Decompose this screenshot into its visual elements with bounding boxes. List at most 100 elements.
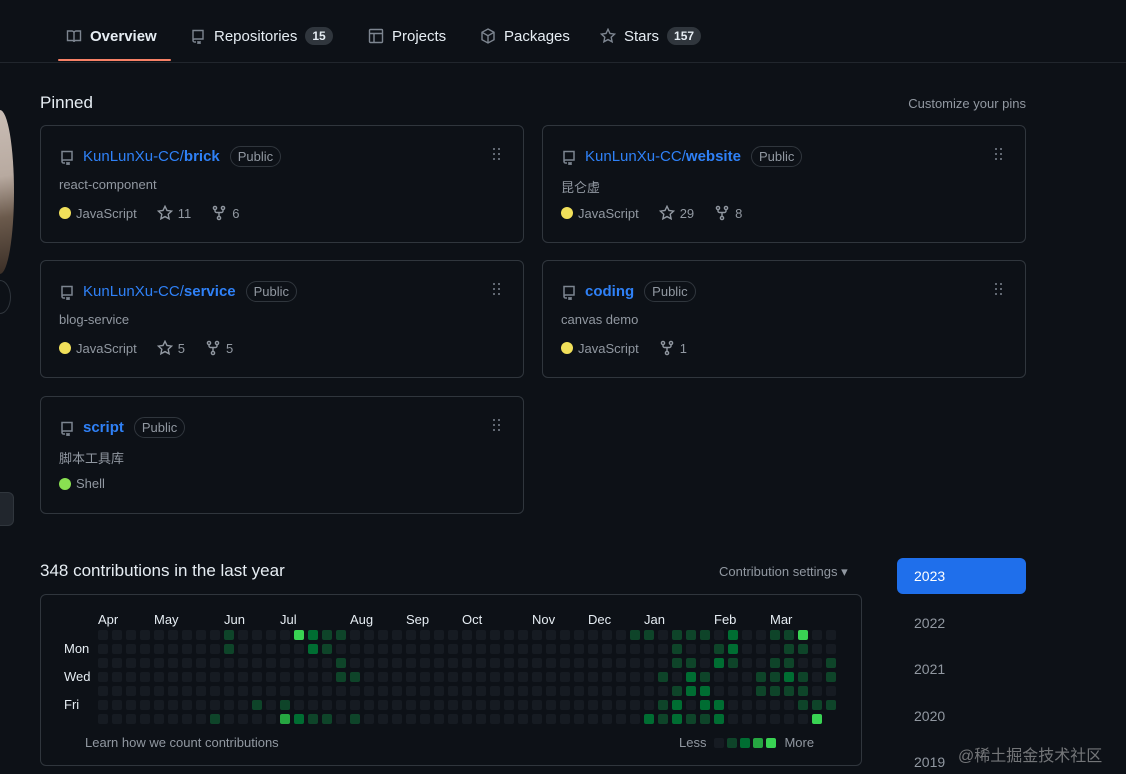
contribution-day-cell[interactable] bbox=[462, 658, 472, 668]
contribution-day-cell[interactable] bbox=[756, 630, 766, 640]
contribution-day-cell[interactable] bbox=[700, 700, 710, 710]
drag-handle-icon[interactable] bbox=[493, 283, 501, 295]
contribution-day-cell[interactable] bbox=[630, 658, 640, 668]
contribution-day-cell[interactable] bbox=[364, 672, 374, 682]
contribution-day-cell[interactable] bbox=[140, 714, 150, 724]
repo-stars[interactable]: 5 bbox=[156, 340, 185, 356]
contribution-day-cell[interactable] bbox=[406, 700, 416, 710]
contribution-day-cell[interactable] bbox=[126, 686, 136, 696]
contribution-day-cell[interactable] bbox=[280, 686, 290, 696]
contribution-day-cell[interactable] bbox=[742, 672, 752, 682]
contribution-day-cell[interactable] bbox=[658, 658, 668, 668]
contribution-day-cell[interactable] bbox=[126, 714, 136, 724]
contribution-day-cell[interactable] bbox=[658, 644, 668, 654]
contribution-day-cell[interactable] bbox=[798, 672, 808, 682]
contribution-day-cell[interactable] bbox=[770, 714, 780, 724]
contribution-day-cell[interactable] bbox=[504, 658, 514, 668]
contribution-day-cell[interactable] bbox=[126, 644, 136, 654]
contribution-day-cell[interactable] bbox=[294, 686, 304, 696]
contribution-day-cell[interactable] bbox=[476, 630, 486, 640]
contribution-day-cell[interactable] bbox=[224, 700, 234, 710]
contribution-day-cell[interactable] bbox=[266, 630, 276, 640]
contribution-day-cell[interactable] bbox=[546, 686, 556, 696]
contribution-day-cell[interactable] bbox=[168, 686, 178, 696]
contribution-day-cell[interactable] bbox=[238, 630, 248, 640]
contribution-day-cell[interactable] bbox=[434, 644, 444, 654]
contribution-day-cell[interactable] bbox=[322, 630, 332, 640]
contribution-day-cell[interactable] bbox=[602, 658, 612, 668]
contribution-day-cell[interactable] bbox=[140, 644, 150, 654]
contribution-day-cell[interactable] bbox=[546, 714, 556, 724]
repo-forks[interactable]: 1 bbox=[659, 340, 687, 356]
contribution-day-cell[interactable] bbox=[672, 700, 682, 710]
contribution-day-cell[interactable] bbox=[728, 658, 738, 668]
contribution-day-cell[interactable] bbox=[490, 686, 500, 696]
contribution-day-cell[interactable] bbox=[560, 658, 570, 668]
contribution-day-cell[interactable] bbox=[812, 658, 822, 668]
contribution-day-cell[interactable] bbox=[518, 672, 528, 682]
tab-repositories[interactable]: Repositories 15 bbox=[190, 22, 333, 50]
contribution-day-cell[interactable] bbox=[672, 630, 682, 640]
repo-stars[interactable]: 11 bbox=[156, 205, 191, 221]
contribution-day-cell[interactable] bbox=[532, 672, 542, 682]
contribution-day-cell[interactable] bbox=[252, 700, 262, 710]
contribution-day-cell[interactable] bbox=[644, 700, 654, 710]
contribution-day-cell[interactable] bbox=[812, 630, 822, 640]
contribution-day-cell[interactable] bbox=[812, 644, 822, 654]
contribution-day-cell[interactable] bbox=[784, 672, 794, 682]
contribution-day-cell[interactable] bbox=[672, 658, 682, 668]
contribution-day-cell[interactable] bbox=[266, 658, 276, 668]
contribution-day-cell[interactable] bbox=[280, 630, 290, 640]
contribution-day-cell[interactable] bbox=[434, 714, 444, 724]
contribution-day-cell[interactable] bbox=[364, 644, 374, 654]
contribution-day-cell[interactable] bbox=[294, 658, 304, 668]
contribution-day-cell[interactable] bbox=[616, 714, 626, 724]
contribution-day-cell[interactable] bbox=[378, 672, 388, 682]
contribution-day-cell[interactable] bbox=[518, 714, 528, 724]
contribution-day-cell[interactable] bbox=[378, 714, 388, 724]
contribution-day-cell[interactable] bbox=[308, 658, 318, 668]
contribution-day-cell[interactable] bbox=[630, 630, 640, 640]
contribution-day-cell[interactable] bbox=[406, 714, 416, 724]
contribution-day-cell[interactable] bbox=[504, 630, 514, 640]
contribution-day-cell[interactable] bbox=[154, 644, 164, 654]
contribution-day-cell[interactable] bbox=[434, 672, 444, 682]
contribution-day-cell[interactable] bbox=[630, 672, 640, 682]
contribution-day-cell[interactable] bbox=[196, 700, 206, 710]
contribution-day-cell[interactable] bbox=[672, 672, 682, 682]
contribution-day-cell[interactable] bbox=[266, 686, 276, 696]
contribution-day-cell[interactable] bbox=[602, 672, 612, 682]
contribution-day-cell[interactable] bbox=[770, 672, 780, 682]
contribution-day-cell[interactable] bbox=[742, 658, 752, 668]
contribution-day-cell[interactable] bbox=[336, 686, 346, 696]
contribution-day-cell[interactable] bbox=[448, 672, 458, 682]
contribution-day-cell[interactable] bbox=[756, 672, 766, 682]
contribution-day-cell[interactable] bbox=[364, 686, 374, 696]
contribution-day-cell[interactable] bbox=[224, 644, 234, 654]
contribution-day-cell[interactable] bbox=[462, 672, 472, 682]
status-button[interactable] bbox=[0, 280, 11, 314]
contribution-day-cell[interactable] bbox=[126, 672, 136, 682]
contribution-day-cell[interactable] bbox=[210, 672, 220, 682]
contribution-day-cell[interactable] bbox=[560, 672, 570, 682]
contribution-day-cell[interactable] bbox=[560, 700, 570, 710]
contribution-day-cell[interactable] bbox=[742, 630, 752, 640]
contribution-day-cell[interactable] bbox=[238, 714, 248, 724]
contribution-day-cell[interactable] bbox=[504, 714, 514, 724]
contribution-day-cell[interactable] bbox=[392, 714, 402, 724]
contribution-day-cell[interactable] bbox=[420, 658, 430, 668]
contribution-day-cell[interactable] bbox=[756, 686, 766, 696]
contribution-day-cell[interactable] bbox=[756, 658, 766, 668]
contribution-day-cell[interactable] bbox=[294, 714, 304, 724]
contribution-day-cell[interactable] bbox=[742, 686, 752, 696]
contribution-day-cell[interactable] bbox=[98, 658, 108, 668]
contribution-day-cell[interactable] bbox=[504, 700, 514, 710]
contribution-day-cell[interactable] bbox=[798, 644, 808, 654]
contribution-day-cell[interactable] bbox=[350, 714, 360, 724]
contribution-day-cell[interactable] bbox=[350, 630, 360, 640]
contribution-day-cell[interactable] bbox=[336, 658, 346, 668]
contribution-day-cell[interactable] bbox=[154, 714, 164, 724]
learn-contributions-link[interactable]: Learn how we count contributions bbox=[85, 735, 279, 750]
contribution-day-cell[interactable] bbox=[658, 686, 668, 696]
contribution-day-cell[interactable] bbox=[630, 700, 640, 710]
